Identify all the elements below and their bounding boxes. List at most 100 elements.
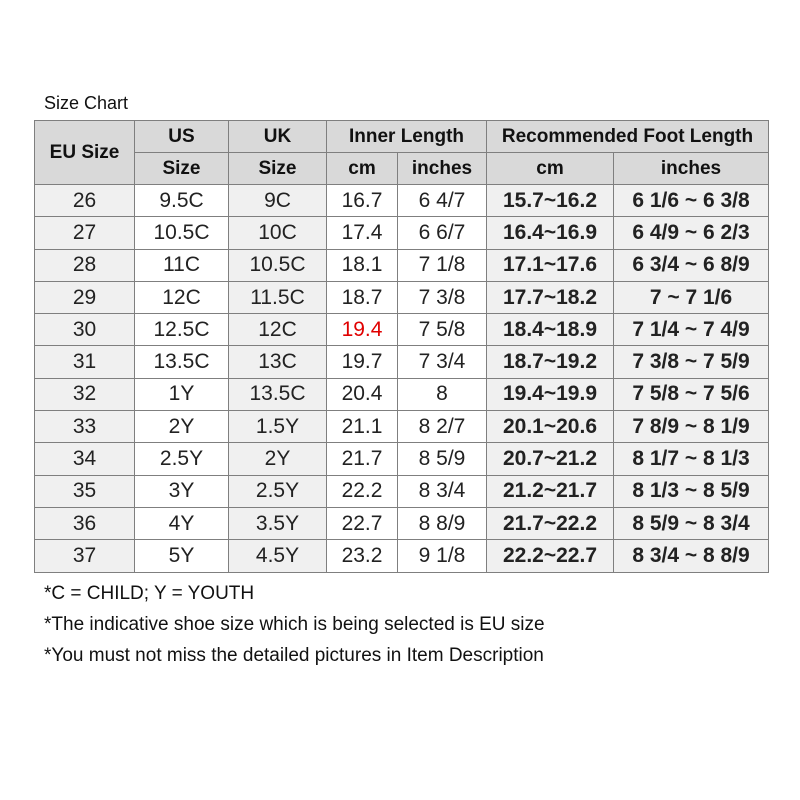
cell-recommended-inches: 6 3/4 ~ 6 8/9 bbox=[612, 248, 770, 282]
cell-uk-size: 13C bbox=[228, 345, 327, 379]
cell-uk-size: 12C bbox=[228, 313, 327, 347]
cell-uk-size: 3.5Y bbox=[228, 506, 327, 541]
cell-inner-inches: 8 2/7 bbox=[397, 410, 487, 444]
cell-us-size: 9.5C bbox=[134, 183, 229, 218]
header-inner-length: Inner Length bbox=[326, 120, 487, 153]
cell-us-size: 4Y bbox=[134, 506, 229, 541]
cell-recommended-cm: 20.1~20.6 bbox=[486, 410, 614, 444]
table-row: 36 4Y 3.5Y 22.7 8 8/9 21.7~22.2 8 5/9 ~ 8 3/4 bbox=[34, 506, 770, 541]
cell-uk-size: 9C bbox=[228, 183, 327, 218]
cell-recommended-cm: 21.2~21.7 bbox=[486, 474, 614, 508]
cell-uk-size: 10C bbox=[228, 216, 327, 250]
cell-recommended-inches: 8 1/7 ~ 8 1/3 bbox=[612, 442, 770, 476]
cell-inner-inches: 7 3/4 bbox=[397, 345, 487, 379]
cell-recommended-inches: 7 8/9 ~ 8 1/9 bbox=[612, 410, 770, 444]
cell-inner-cm: 18.7 bbox=[326, 280, 398, 315]
header-inner-cm: cm bbox=[326, 152, 398, 185]
cell-inner-cm: 22.7 bbox=[326, 506, 398, 541]
cell-recommended-inches: 7 5/8 ~ 7 5/6 bbox=[612, 377, 770, 412]
table-row: 28 11C 10.5C 18.1 7 1/8 17.1~17.6 6 3/4 ~ 6 8/… bbox=[34, 248, 770, 282]
cell-recommended-cm: 16.4~16.9 bbox=[486, 216, 614, 250]
table-row: 29 12C 11.5C 18.7 7 3/8 17.7~18.2 7 ~ 7 1/6 bbox=[34, 280, 770, 315]
cell-us-size: 12.5C bbox=[134, 313, 229, 347]
cell-recommended-cm: 22.2~22.7 bbox=[486, 539, 614, 573]
cell-eu-size: 36 bbox=[34, 506, 135, 541]
table-row: 31 13.5C 13C 19.7 7 3/4 18.7~19.2 7 3/8 ~ 7 5/… bbox=[34, 345, 770, 379]
table-row: 26 9.5C 9C 16.7 6 4/7 15.7~16.2 6 1/6 ~ 6 3/8 bbox=[34, 183, 770, 218]
header-us-line2: Size bbox=[134, 152, 229, 185]
cell-recommended-cm: 18.4~18.9 bbox=[486, 313, 614, 347]
cell-eu-size: 27 bbox=[34, 216, 135, 250]
header-eu-size: EU Size bbox=[34, 120, 135, 185]
cell-uk-size: 4.5Y bbox=[228, 539, 327, 573]
cell-us-size: 10.5C bbox=[134, 216, 229, 250]
cell-recommended-cm: 17.7~18.2 bbox=[486, 280, 614, 315]
cell-inner-cm: 20.4 bbox=[326, 377, 398, 412]
cell-eu-size: 32 bbox=[34, 377, 135, 412]
header-inner-inches: inches bbox=[397, 152, 487, 185]
table-row: 32 1Y 13.5C 20.4 8 19.4~19.9 7 5/8 ~ 7 5/6 bbox=[34, 377, 770, 412]
cell-uk-size: 10.5C bbox=[228, 248, 327, 282]
cell-eu-size: 31 bbox=[34, 345, 135, 379]
cell-recommended-inches: 7 1/4 ~ 7 4/9 bbox=[612, 313, 770, 347]
cell-inner-inches: 8 3/4 bbox=[397, 474, 487, 508]
header-uk-line1: UK bbox=[228, 120, 327, 153]
chart-title: Size Chart bbox=[44, 93, 129, 113]
cell-recommended-cm: 20.7~21.2 bbox=[486, 442, 614, 476]
table-row: 33 2Y 1.5Y 21.1 8 2/7 20.1~20.6 7 8/9 ~ 8 1/9 bbox=[34, 410, 770, 444]
cell-recommended-cm: 21.7~22.2 bbox=[486, 506, 614, 541]
footnote: *C = CHILD; Y = YOUTH bbox=[44, 583, 255, 604]
cell-us-size: 11C bbox=[134, 248, 229, 282]
cell-inner-inches: 8 bbox=[397, 377, 487, 412]
cell-eu-size: 35 bbox=[34, 474, 135, 508]
cell-recommended-inches: 7 ~ 7 1/6 bbox=[612, 280, 770, 315]
cell-recommended-inches: 6 4/9 ~ 6 2/3 bbox=[612, 216, 770, 250]
header-recommended-inches: inches bbox=[612, 152, 770, 185]
size-table: EU Size US UK Inner Length Recommended F… bbox=[34, 120, 770, 573]
header-uk-line2: Size bbox=[228, 152, 327, 185]
cell-recommended-inches: 8 3/4 ~ 8 8/9 bbox=[612, 539, 770, 573]
cell-uk-size: 1.5Y bbox=[228, 410, 327, 444]
cell-uk-size: 11.5C bbox=[228, 280, 327, 315]
cell-inner-inches: 7 5/8 bbox=[397, 313, 487, 347]
table-body: 26 9.5C 9C 16.7 6 4/7 15.7~16.2 6 1/6 ~ 6 3/8 2… bbox=[34, 183, 770, 573]
cell-recommended-inches: 8 1/3 ~ 8 5/9 bbox=[612, 474, 770, 508]
cell-inner-inches: 7 1/8 bbox=[397, 248, 487, 282]
table-row: 34 2.5Y 2Y 21.7 8 5/9 20.7~21.2 8 1/7 ~ 8 1/3 bbox=[34, 442, 770, 476]
cell-inner-cm: 19.7 bbox=[326, 345, 398, 379]
cell-inner-inches: 6 6/7 bbox=[397, 216, 487, 250]
cell-us-size: 1Y bbox=[134, 377, 229, 412]
footnote: *You must not miss the detailed pictures… bbox=[44, 645, 544, 666]
cell-recommended-cm: 19.4~19.9 bbox=[486, 377, 614, 412]
cell-inner-inches: 9 1/8 bbox=[397, 539, 487, 573]
cell-us-size: 5Y bbox=[134, 539, 229, 573]
cell-us-size: 3Y bbox=[134, 474, 229, 508]
cell-eu-size: 30 bbox=[34, 313, 135, 347]
table-row: 37 5Y 4.5Y 23.2 9 1/8 22.2~22.7 8 3/4 ~ 8 8/9 bbox=[34, 539, 770, 573]
header-recommended-cm: cm bbox=[486, 152, 614, 185]
cell-recommended-cm: 15.7~16.2 bbox=[486, 183, 614, 218]
cell-uk-size: 2Y bbox=[228, 442, 327, 476]
header-us-line1: US bbox=[134, 120, 229, 153]
cell-recommended-inches: 6 1/6 ~ 6 3/8 bbox=[612, 183, 770, 218]
cell-eu-size: 26 bbox=[34, 183, 135, 218]
cell-inner-cm: 18.1 bbox=[326, 248, 398, 282]
cell-inner-cm: 21.1 bbox=[326, 410, 398, 444]
table-row: 30 12.5C 12C 19.4 7 5/8 18.4~18.9 7 1/4 ~ 7 4/… bbox=[34, 313, 770, 347]
cell-recommended-inches: 7 3/8 ~ 7 5/9 bbox=[612, 345, 770, 379]
notes: *C = CHILD; Y = YOUTH *The indicative sho… bbox=[44, 578, 545, 671]
cell-uk-size: 13.5C bbox=[228, 377, 327, 412]
cell-inner-cm: 19.4 bbox=[326, 313, 398, 347]
cell-eu-size: 37 bbox=[34, 539, 135, 573]
cell-recommended-inches: 8 5/9 ~ 8 3/4 bbox=[612, 506, 770, 541]
table-row: 35 3Y 2.5Y 22.2 8 3/4 21.2~21.7 8 1/3 ~ 8 5/9 bbox=[34, 474, 770, 508]
cell-inner-cm: 21.7 bbox=[326, 442, 398, 476]
cell-recommended-cm: 18.7~19.2 bbox=[486, 345, 614, 379]
cell-recommended-cm: 17.1~17.6 bbox=[486, 248, 614, 282]
table-row: 27 10.5C 10C 17.4 6 6/7 16.4~16.9 6 4/9 ~ 6 2/… bbox=[34, 216, 770, 250]
cell-eu-size: 34 bbox=[34, 442, 135, 476]
cell-us-size: 2.5Y bbox=[134, 442, 229, 476]
cell-eu-size: 29 bbox=[34, 280, 135, 315]
cell-inner-inches: 6 4/7 bbox=[397, 183, 487, 218]
